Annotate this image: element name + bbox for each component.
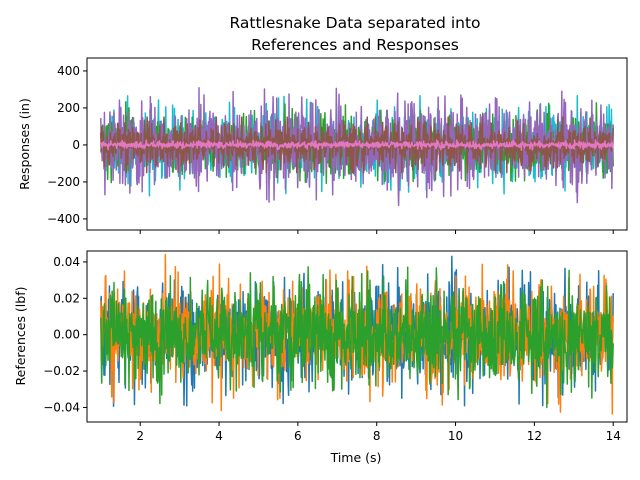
- chart-title-line-1: Rattlesnake Data separated into: [229, 14, 480, 32]
- responses-series-line-5: [100, 139, 614, 151]
- responses-axes-frame: [86, 57, 628, 231]
- references-axes: 2 4 6 8 10 12 14 −0.04 −0.02 0.00 0.02 0.04 Refere…: [13, 250, 628, 465]
- responses-y-tick-label: 400: [57, 64, 80, 78]
- references-series-group: [100, 253, 614, 415]
- responses-y-tick-label: 0: [72, 138, 80, 152]
- references-x-tick-label: 4: [215, 429, 223, 443]
- references-series-line-3: [100, 266, 614, 409]
- x-axis-label: Time (s): [330, 450, 382, 465]
- references-x-tick-label: 14: [606, 429, 621, 443]
- references-x-tick-label: 6: [294, 429, 302, 443]
- references-x-tick-label: 8: [373, 429, 381, 443]
- responses-y-axis-label: Responses (in): [17, 98, 32, 190]
- references-y-tick-label: −0.04: [43, 400, 80, 414]
- responses-y-tick-label: −200: [47, 175, 80, 189]
- references-y-ticks: −0.04 −0.02 0.00 0.02 0.04: [43, 255, 87, 414]
- responses-x-ticks: [139, 230, 614, 234]
- responses-series-line-4: [100, 116, 614, 174]
- responses-y-tick-label: 200: [57, 101, 80, 115]
- references-y-axis-label: References (lbf): [13, 287, 28, 386]
- references-axes-frame: [86, 250, 628, 423]
- chart-title-line-2: References and Responses: [251, 36, 459, 54]
- responses-y-tick-label: −400: [47, 212, 80, 226]
- references-x-tick-label: 2: [136, 429, 144, 443]
- references-x-tick-label: 12: [527, 429, 542, 443]
- references-y-tick-label: 0.02: [53, 291, 80, 305]
- responses-y-ticks: −400 −200 0 200 400: [47, 64, 87, 226]
- responses-series-group: [100, 86, 614, 207]
- references-y-tick-label: −0.02: [43, 364, 80, 378]
- references-y-tick-label: 0.00: [53, 328, 80, 342]
- references-x-ticks: 2 4 6 8 10 12 14: [136, 422, 621, 443]
- responses-axes: −400 −200 0 200 400 Responses (in): [17, 57, 628, 234]
- references-x-tick-label: 10: [448, 429, 463, 443]
- references-y-tick-label: 0.04: [53, 255, 80, 269]
